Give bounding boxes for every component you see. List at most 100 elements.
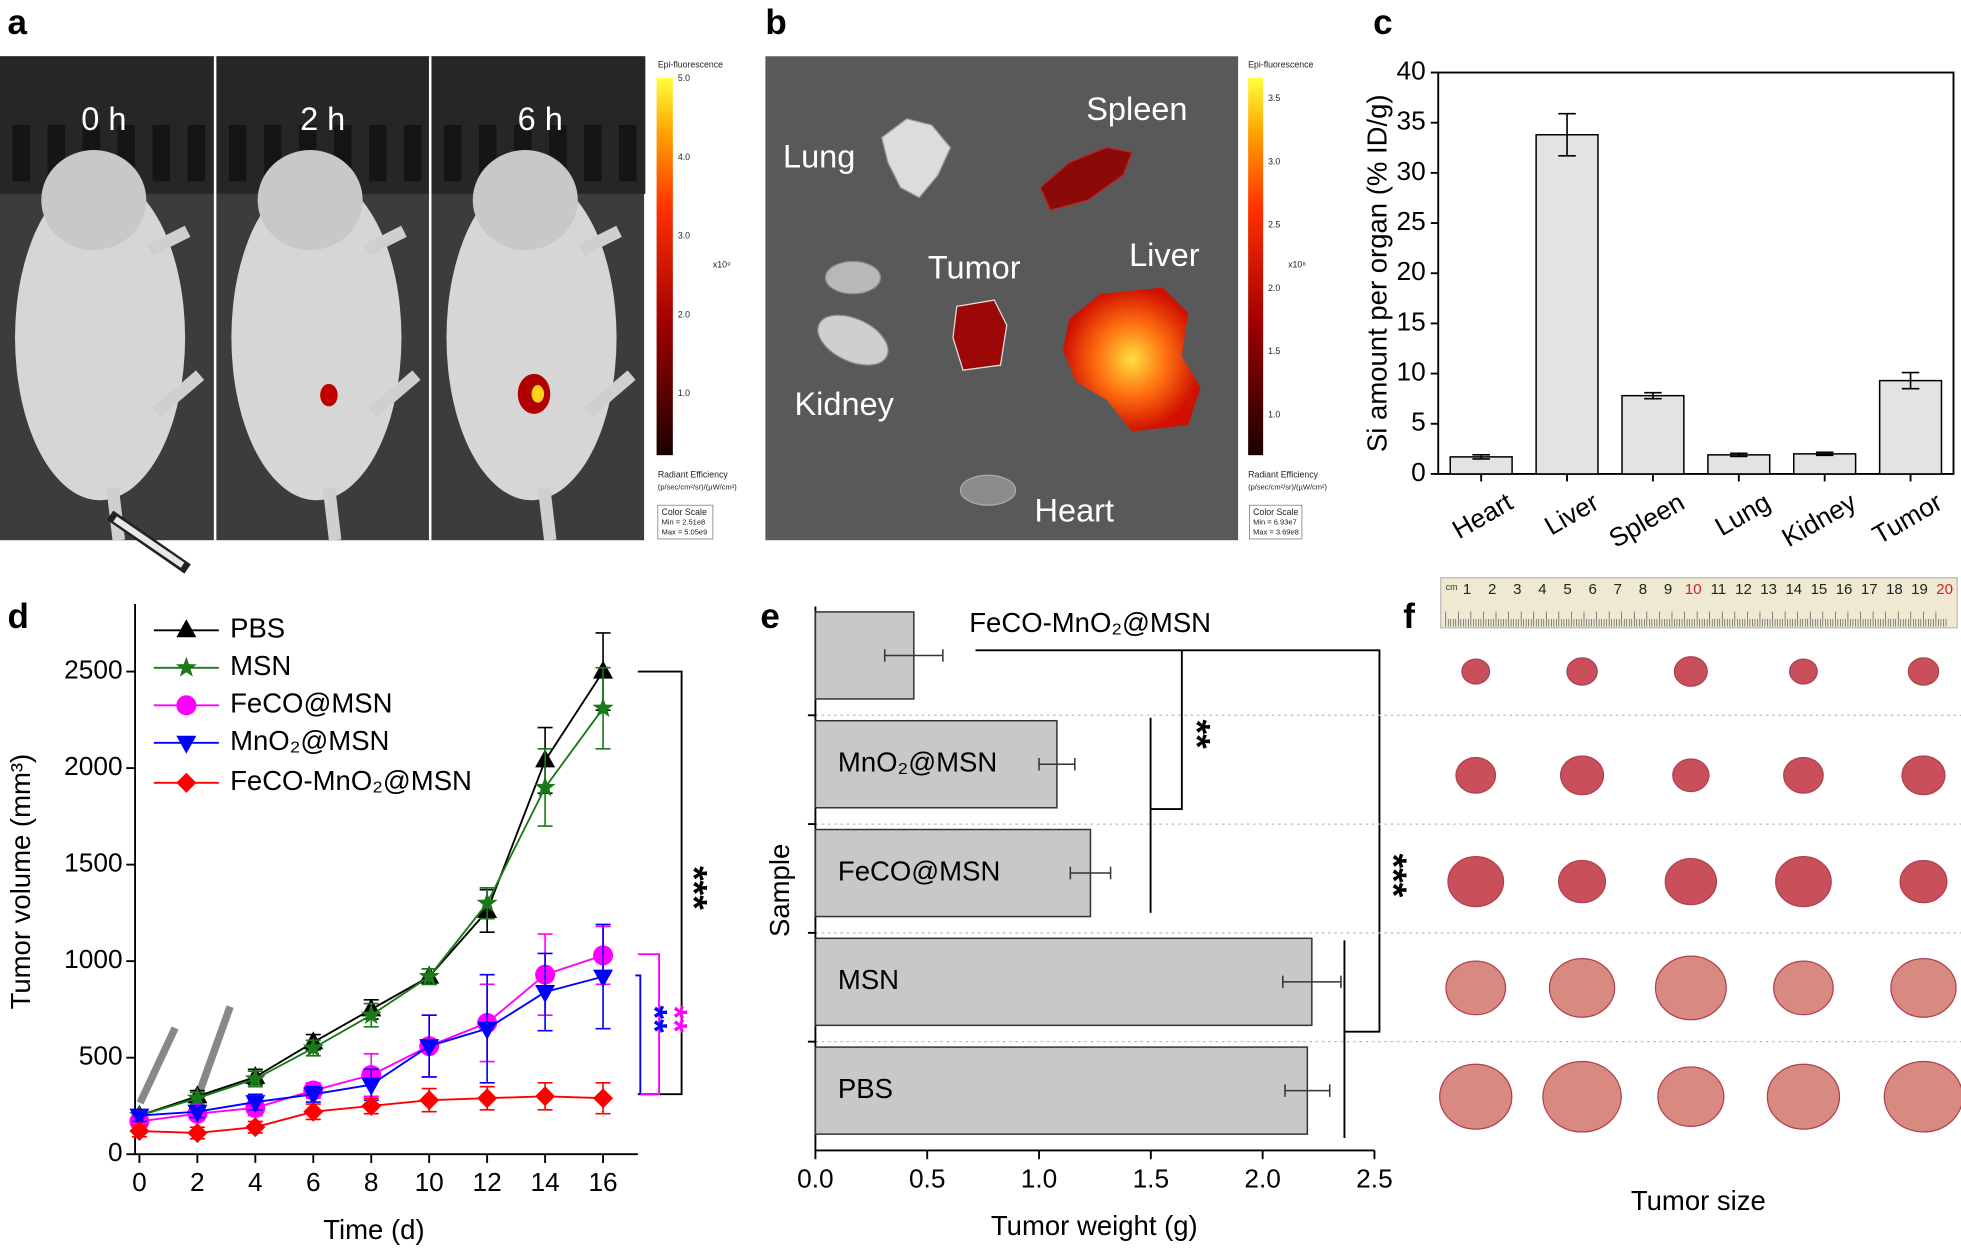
colorbar-title: Epi-fluorescence [658, 59, 723, 69]
significance-label: ** [1176, 719, 1218, 749]
ruler-number: 9 [1664, 581, 1672, 598]
y-tick-label: 5 [1411, 407, 1426, 437]
organ-label: Spleen [1086, 91, 1187, 127]
x-tick-label: 14 [530, 1167, 559, 1197]
spleen [1039, 146, 1133, 211]
y-axis-label: Tumor volume (mm³) [5, 754, 36, 1010]
bar [814, 719, 1058, 809]
marker [418, 965, 440, 986]
colorbar-units: (p/sec/cm²/sr)/(µW/cm²) [1248, 483, 1327, 492]
bar-label: MSN [838, 964, 899, 995]
colorbar-units: (p/sec/cm²/sr)/(µW/cm²) [658, 483, 737, 492]
tumor-photo [1548, 957, 1616, 1018]
colorbar-label: Radiant Efficiency [1248, 470, 1319, 480]
marker [534, 776, 556, 797]
marker [303, 1087, 324, 1106]
ruler-number: 3 [1513, 581, 1521, 598]
y-tick-label: 40 [1397, 55, 1426, 85]
panel-letter: c [1373, 3, 1392, 42]
marker [592, 697, 614, 718]
x-tick-label: Kidney [1777, 486, 1862, 553]
bar [814, 828, 1092, 918]
colorbar-multiplier: x10⁹ [713, 259, 731, 269]
legend-marker [176, 735, 197, 754]
mouse-head [472, 150, 578, 251]
plot-frame [1437, 71, 1955, 475]
ruler-number: 5 [1563, 581, 1571, 598]
x-tick-label: 2.0 [1244, 1163, 1281, 1193]
tumor-photo [1766, 1063, 1841, 1130]
fluorescence-core [531, 385, 545, 403]
ruler-number: 10 [1685, 581, 1702, 598]
error-bar [1558, 112, 1576, 157]
ruler-unit: cm [1446, 582, 1458, 592]
panel-letter: e [760, 597, 779, 636]
y-tick-label: 10 [1397, 357, 1426, 387]
x-tick-label: 16 [588, 1167, 617, 1197]
x-tick-label: Tumor [1867, 487, 1947, 551]
ruler-number: 1 [1463, 581, 1471, 598]
tumor-photo [1890, 957, 1957, 1018]
ruler-number: 6 [1589, 581, 1597, 598]
time-label: 6 h [518, 101, 563, 137]
x-tick-label: 12 [473, 1167, 502, 1197]
colorbar-tick-label: 1.0 [678, 388, 690, 398]
x-tick-label: Spleen [1604, 487, 1690, 554]
tumor-photo [1439, 1063, 1513, 1130]
x-tick-label: 10 [415, 1167, 444, 1197]
ruler [1440, 577, 1958, 629]
x-tick-label: 0.0 [797, 1163, 834, 1193]
organ-label: Heart [1035, 492, 1114, 528]
x-tick-label: Liver [1539, 487, 1604, 542]
marker [535, 1086, 556, 1107]
x-tick-label: 4 [248, 1167, 263, 1197]
tumor-photo [1455, 756, 1497, 794]
y-tick-label: 35 [1397, 106, 1426, 136]
cage-bar [403, 125, 422, 182]
y-axis-label: Sample [764, 844, 795, 937]
error-bar [1730, 452, 1748, 458]
x-tick-label: 0.5 [909, 1163, 946, 1193]
marker [593, 1088, 614, 1109]
tumor-photo [1559, 755, 1605, 796]
bar [814, 937, 1313, 1027]
panel-letter: a [8, 3, 28, 42]
ruler-number: 8 [1639, 581, 1647, 598]
marker [187, 1122, 208, 1143]
panel-b-image [765, 56, 1239, 541]
marker [476, 892, 498, 913]
x-tick-label: 1.5 [1133, 1163, 1170, 1193]
error-bar [1038, 757, 1076, 771]
ruler-number: 18 [1886, 581, 1903, 598]
tumor-photo [1788, 658, 1818, 685]
colorbar-label: Radiant Efficiency [658, 470, 729, 480]
x-tick-label: Lung [1710, 487, 1776, 542]
y-tick-label: 30 [1397, 156, 1426, 186]
marker [302, 1037, 324, 1057]
x-axis-label: Tumor weight (g) [991, 1210, 1198, 1241]
marker [186, 1087, 208, 1108]
x-tick-label: 0 [132, 1167, 147, 1197]
tumor-photo [1542, 1060, 1622, 1133]
marker [360, 1004, 382, 1025]
marker [477, 1088, 498, 1109]
tumor-photo [1783, 756, 1824, 794]
lung [880, 118, 952, 199]
significance-bracket [1149, 650, 1183, 913]
colorbar-tick-label: 2.0 [678, 309, 690, 319]
significance-bracket [975, 649, 1381, 1138]
marker [129, 1108, 150, 1127]
bar [814, 611, 915, 700]
ruler-number: 2 [1488, 581, 1496, 598]
cage-bar [228, 125, 247, 182]
marker [593, 969, 614, 988]
bar-label: PBS [838, 1073, 893, 1104]
y-tick-label: 15 [1397, 306, 1426, 336]
tumor-photo [1773, 960, 1834, 1016]
error-bar [1472, 454, 1490, 460]
y-tick-label: 1500 [64, 848, 122, 878]
tumor-photo [1672, 758, 1710, 793]
scale-box [1249, 504, 1303, 540]
error-bar [1282, 975, 1342, 989]
error-bar [1901, 371, 1920, 390]
